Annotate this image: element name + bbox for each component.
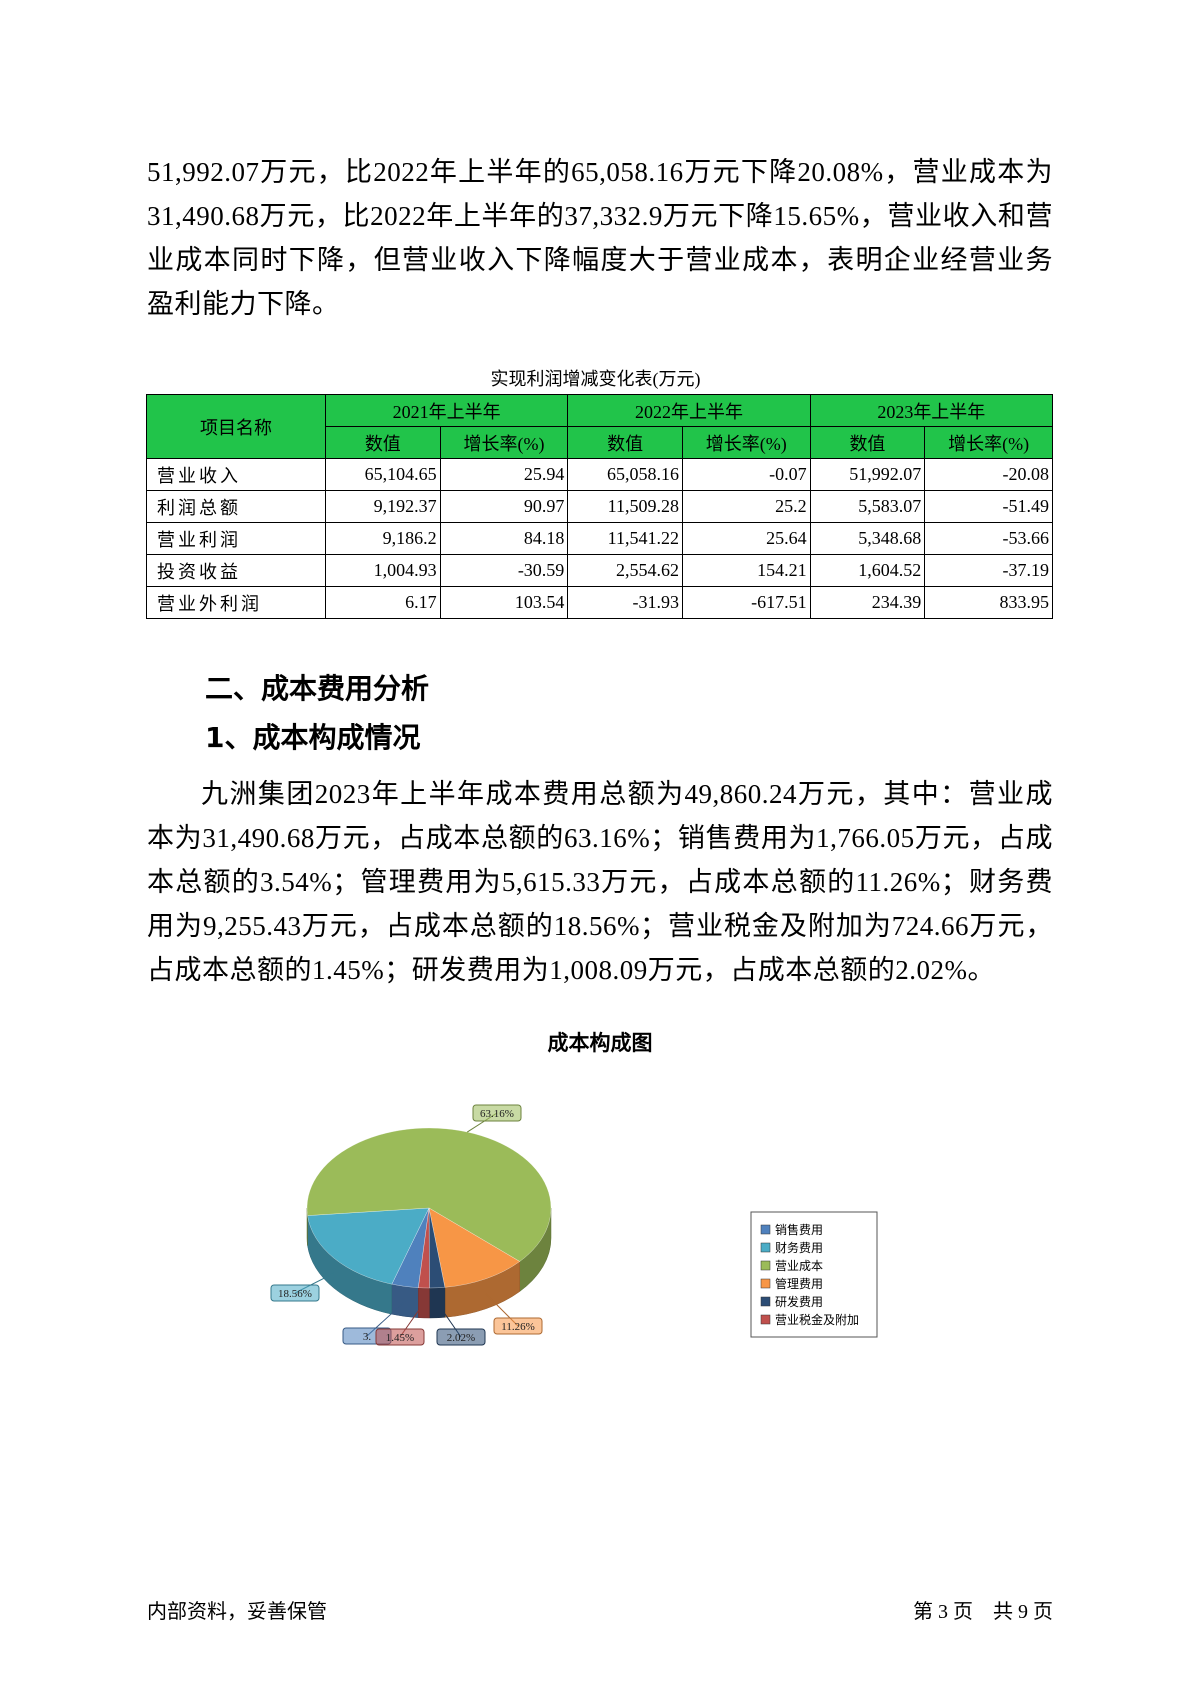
label-text: 1.45% — [386, 1332, 414, 1344]
cell: 5,583.07 — [809, 490, 926, 523]
pie-side — [429, 1287, 446, 1319]
header-cell: 2021年上半年 — [324, 394, 569, 427]
table-row: 利润总额 9,192.37 90.97 11,509.28 25.2 5,583.07 -5… — [146, 490, 1053, 523]
pie-slice — [418, 1207, 430, 1289]
footer-left: 内部资料，妥善保管 — [147, 1601, 327, 1623]
table-row: 投资收益 1,004.93 -30.59 2,554.62 154.21 1,604.52… — [146, 554, 1053, 587]
cell: 1,604.52 — [809, 554, 926, 587]
cell: 103.54 — [439, 586, 569, 619]
row-name: 营业利润 — [146, 522, 326, 555]
cell: 25.64 — [681, 522, 811, 555]
legend-label: 销售费用 — [775, 1222, 823, 1237]
cell: 25.2 — [681, 490, 811, 523]
label-text: 63.16% — [480, 1108, 514, 1120]
table-row: 营业外利润 6.17 103.54 -31.93 -617.51 234.39 833.95 — [146, 586, 1053, 619]
cell: -53.66 — [924, 522, 1053, 555]
legend-swatch — [760, 1296, 771, 1307]
cell: -20.08 — [924, 458, 1053, 491]
cell: 51,992.07 — [809, 458, 926, 491]
label-text: 18.56% — [278, 1288, 312, 1300]
cell: 90.97 — [439, 490, 569, 523]
legend-swatch — [760, 1314, 771, 1325]
legend-label: 营业税金及附加 — [775, 1312, 859, 1327]
profit-table: 项目名称 2021年上半年 2022年上半年 2023年上半年 数值 增长率(%)… — [146, 394, 1054, 619]
legend-label: 管理费用 — [775, 1276, 823, 1291]
subsection-heading: 1、成本构成情况 — [205, 721, 421, 754]
cell: -617.51 — [681, 586, 811, 619]
label-box — [472, 1104, 522, 1122]
header-cell: 数值 — [809, 426, 926, 459]
pie-slice — [306, 1127, 552, 1262]
legend-swatch — [760, 1242, 771, 1253]
cell: 5,348.68 — [809, 522, 926, 555]
label-text: 11.26% — [501, 1321, 535, 1333]
cell: 9,186.2 — [325, 522, 441, 555]
cell: -31.93 — [567, 586, 683, 619]
chart-title: 成本构成图 — [548, 1031, 653, 1055]
row-name: 营业收入 — [146, 458, 326, 491]
row-name: 利润总额 — [146, 490, 326, 523]
legend-label: 财务费用 — [775, 1240, 823, 1255]
pie-chart: 成本构成图 3. 18.56% 63.16% 11.26% 2.02% 1.45% 销售费用… — [270, 1031, 878, 1346]
pie-side — [418, 1287, 430, 1319]
data-label: 11.26% — [485, 1293, 543, 1335]
label-box — [493, 1317, 543, 1335]
cell: -37.19 — [924, 554, 1053, 587]
pie-slice — [307, 1207, 430, 1285]
data-label: 2.02% — [436, 1302, 486, 1346]
cell: 11,509.28 — [567, 490, 683, 523]
cell: 84.18 — [439, 522, 569, 555]
cell: 833.95 — [924, 586, 1053, 619]
legend-swatch — [760, 1224, 771, 1235]
table-row: 营业收入 65,104.65 25.94 65,058.16 -0.07 51,992.0… — [146, 458, 1053, 491]
data-label: 18.56% — [270, 1272, 335, 1302]
label-box — [436, 1328, 486, 1346]
cell: 6.17 — [325, 586, 441, 619]
cell: -0.07 — [681, 458, 811, 491]
header-cell: 数值 — [325, 426, 441, 459]
section-heading: 二、成本费用分析 — [205, 672, 430, 705]
cell: -51.49 — [924, 490, 1053, 523]
paragraph: 51,992.07万元，比2022年上半年的65,058.16万元下降20.08… — [147, 157, 1053, 319]
paragraph: 九洲集团2023年上半年成本费用总额为49,860.24万元，其中：营业成本为3… — [147, 779, 1053, 985]
legend-label: 研发费用 — [775, 1294, 823, 1309]
label-box — [270, 1284, 320, 1302]
legend-swatch — [760, 1278, 771, 1289]
legend-box — [750, 1211, 878, 1338]
header-cell: 数值 — [567, 426, 683, 459]
header-cell: 增长率(%) — [924, 426, 1053, 459]
label-text: 2.02% — [447, 1332, 475, 1344]
cell: 25.94 — [439, 458, 569, 491]
cell: 154.21 — [681, 554, 811, 587]
cell: 65,058.16 — [567, 458, 683, 491]
footer-right: 第 3 页 共 9 页 — [913, 1601, 1053, 1623]
label-text: 3. — [363, 1331, 372, 1343]
header-cell: 项目名称 — [146, 394, 326, 459]
cell: 11,541.22 — [567, 522, 683, 555]
header-cell: 增长率(%) — [681, 426, 811, 459]
cell: 9,192.37 — [325, 490, 441, 523]
table-caption: 实现利润增减变化表(万元) — [490, 369, 701, 389]
header-cell: 增长率(%) — [439, 426, 569, 459]
table-row: 营业利润 9,186.2 84.18 11,541.22 25.64 5,348.68 -5… — [146, 522, 1053, 555]
row-name: 投资收益 — [146, 554, 326, 587]
cell: -30.59 — [439, 554, 569, 587]
data-label: 1.45% — [375, 1302, 425, 1346]
header-cell: 2023年上半年 — [809, 394, 1054, 427]
data-label: 63.16% — [466, 1104, 522, 1133]
cell: 1,004.93 — [325, 554, 441, 587]
cell: 65,104.65 — [325, 458, 441, 491]
header-cell: 2022年上半年 — [567, 394, 811, 427]
pie-side — [391, 1283, 419, 1318]
legend-swatch — [760, 1260, 771, 1271]
legend-label: 营业成本 — [775, 1259, 823, 1273]
label-box — [375, 1328, 425, 1346]
cell: 234.39 — [809, 586, 926, 619]
cell: 2,554.62 — [567, 554, 683, 587]
row-name: 营业外利润 — [146, 586, 326, 619]
